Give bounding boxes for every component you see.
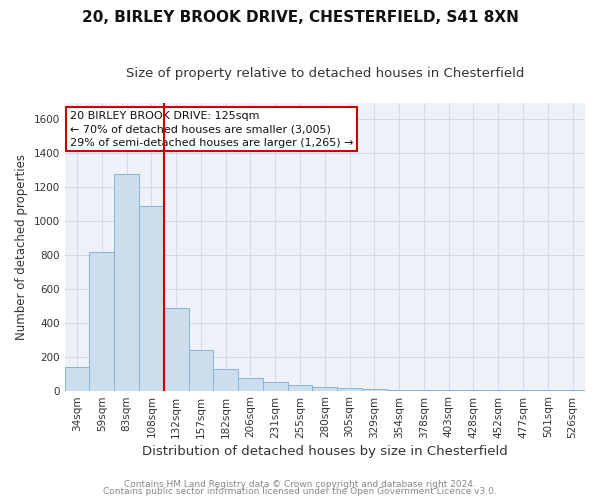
Bar — [263, 382, 287, 390]
Bar — [139, 206, 164, 390]
Text: Contains HM Land Registry data © Crown copyright and database right 2024.: Contains HM Land Registry data © Crown c… — [124, 480, 476, 489]
Text: 20 BIRLEY BROOK DRIVE: 125sqm
← 70% of detached houses are smaller (3,005)
29% o: 20 BIRLEY BROOK DRIVE: 125sqm ← 70% of d… — [70, 111, 353, 148]
Text: 20, BIRLEY BROOK DRIVE, CHESTERFIELD, S41 8XN: 20, BIRLEY BROOK DRIVE, CHESTERFIELD, S4… — [82, 10, 518, 25]
Bar — [362, 389, 387, 390]
Title: Size of property relative to detached houses in Chesterfield: Size of property relative to detached ho… — [125, 68, 524, 80]
Bar — [214, 369, 238, 390]
X-axis label: Distribution of detached houses by size in Chesterfield: Distribution of detached houses by size … — [142, 444, 508, 458]
Bar — [89, 252, 114, 390]
Bar — [287, 386, 313, 390]
Bar — [65, 367, 89, 390]
Text: Contains public sector information licensed under the Open Government Licence v3: Contains public sector information licen… — [103, 487, 497, 496]
Bar — [164, 308, 188, 390]
Bar — [114, 174, 139, 390]
Bar — [238, 378, 263, 390]
Y-axis label: Number of detached properties: Number of detached properties — [15, 154, 28, 340]
Bar — [313, 387, 337, 390]
Bar — [188, 350, 214, 391]
Bar — [337, 388, 362, 390]
